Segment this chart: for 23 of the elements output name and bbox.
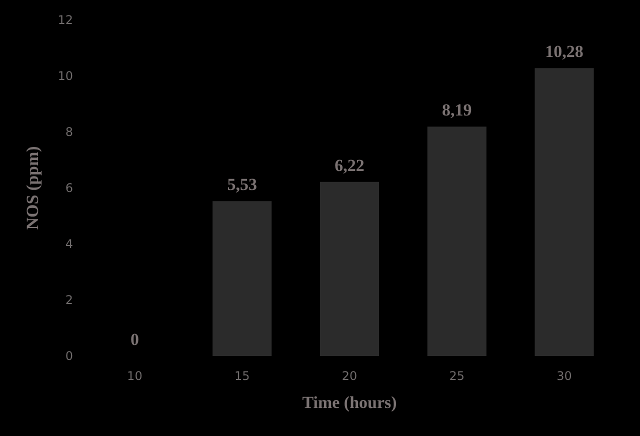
x-tick-label: 15	[234, 369, 250, 383]
y-tick-label: 12	[58, 13, 73, 27]
data-label: 8,19	[442, 100, 472, 120]
y-tick-label: 6	[65, 181, 73, 195]
x-tick-label: 10	[127, 369, 142, 383]
bar	[534, 68, 594, 356]
data-label: 5,53	[227, 175, 257, 194]
x-tick-label: 25	[449, 369, 465, 383]
y-tick-label: 0	[65, 349, 73, 363]
data-label: 10,28	[545, 42, 584, 62]
data-label: 0	[130, 330, 139, 349]
bar	[427, 126, 486, 356]
y-tick-label: 4	[65, 237, 73, 251]
y-axis-title: NOS (ppm)	[23, 146, 42, 230]
x-axis-title: Time (hours)	[302, 393, 397, 412]
data-label: 6,22	[334, 156, 364, 175]
bar	[212, 201, 272, 356]
y-tick-label: 10	[58, 69, 73, 83]
bar	[320, 182, 380, 356]
x-tick-label: 30	[556, 369, 572, 383]
y-tick-label: 2	[65, 293, 73, 307]
x-tick-label: 20	[342, 369, 358, 383]
y-tick-label: 8	[65, 125, 73, 139]
